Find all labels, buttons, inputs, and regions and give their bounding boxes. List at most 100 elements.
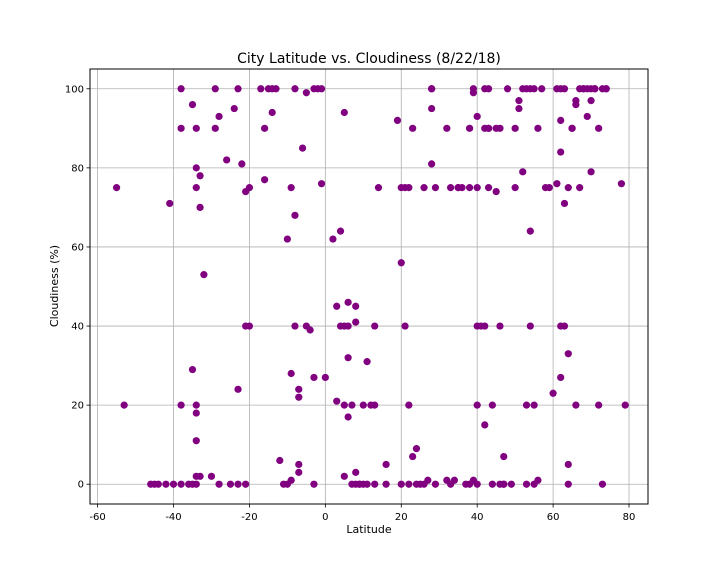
plot-frame [89,68,649,505]
data-point [340,472,348,480]
data-point [488,480,496,488]
data-point [473,184,481,192]
data-point [424,476,432,484]
data-point [450,476,459,484]
data-point [371,480,379,488]
data-point [317,180,326,188]
x-tick-label: 40 [471,512,484,523]
data-point [564,184,572,192]
data-point [283,235,291,243]
data-point [428,104,436,113]
data-point [511,124,519,132]
data-point [447,184,455,192]
data-point [268,108,276,117]
data-point [473,112,481,121]
data-point [245,322,254,330]
data-point [177,401,185,409]
data-point [272,85,280,93]
grid-lines [90,69,648,504]
data-point [382,460,390,469]
data-point [192,401,200,409]
data-point [511,184,519,192]
data-point [602,85,610,93]
data-point [617,180,626,188]
data-point [298,144,307,152]
chart-title: City Latitude vs. Cloudiness (8/22/18) [237,51,501,67]
data-point [344,413,352,421]
data-point [336,227,345,235]
data-point [287,184,295,192]
data-point [162,480,170,488]
data-point [397,480,405,488]
data-point [500,452,508,461]
data-point [192,124,200,132]
data-point [481,421,489,429]
data-point [310,373,318,382]
data-point [545,184,553,192]
data-point [469,89,477,97]
data-point [500,480,508,488]
data-point [223,156,231,164]
data-point [458,184,466,192]
data-point [257,85,265,93]
data-point [344,354,352,362]
data-point [192,409,200,417]
data-point [340,108,348,117]
data-point [261,176,269,184]
data-point [587,97,595,105]
data-point [473,480,481,488]
data-point [291,211,299,219]
x-tick-label: -20 [241,512,257,523]
data-point [234,480,242,488]
data-point [538,85,546,93]
data-point [112,184,121,192]
data-point [302,89,310,97]
data-point [553,180,561,188]
data-point [507,480,515,488]
data-point [363,358,371,366]
y-axis-label: Cloudiness (%) [48,245,61,327]
data-point [154,480,162,488]
data-point [207,472,216,480]
data-point [352,468,360,476]
x-tick-label: -40 [165,512,181,523]
data-point [431,184,440,192]
data-point [363,480,371,488]
y-tick-label: 0 [78,480,84,491]
data-point [397,259,405,267]
data-point [340,401,348,409]
data-point [564,350,572,358]
data-point [591,85,599,93]
data-point [587,168,595,176]
data-point [465,124,474,132]
data-point [530,401,538,409]
data-point [321,373,329,382]
data-point [177,85,185,93]
data-point [409,124,417,132]
data-point [431,480,440,488]
data-point [560,85,569,93]
data-point [215,480,223,488]
data-point [177,124,185,132]
data-point [484,85,493,93]
data-point [352,302,360,310]
data-point [192,184,200,192]
data-point [583,112,591,121]
data-point [295,460,303,469]
data-point [120,401,128,409]
data-point [428,85,436,93]
data-point [621,401,629,409]
data-point [428,160,436,168]
x-tick-label: -60 [89,512,105,523]
data-point [522,401,531,409]
data-point [196,172,204,180]
data-point [564,480,572,488]
data-point [211,85,219,93]
data-point [359,401,367,409]
data-point [188,365,197,374]
data-point [382,480,390,488]
data-point [503,85,512,93]
data-point [344,298,352,306]
x-tick-label: 20 [395,512,408,523]
